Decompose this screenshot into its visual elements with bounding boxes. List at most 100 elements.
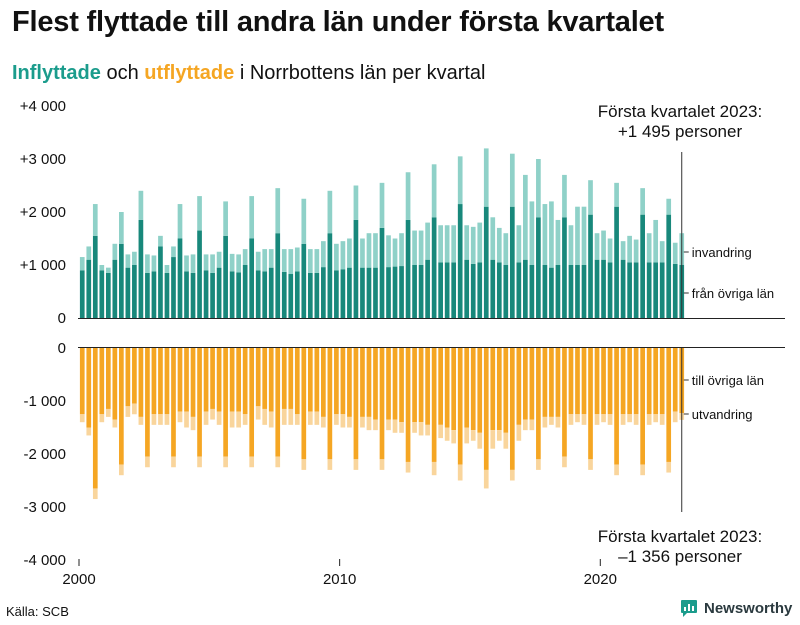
bar-fran-ovriga-lan (132, 265, 137, 318)
bar-till-ovriga-lan (659, 348, 665, 415)
bar-till-ovriga-lan (620, 348, 626, 415)
bar-till-ovriga-lan (379, 348, 385, 460)
bar-invandring (294, 247, 300, 272)
bar-fran-ovriga-lan (568, 265, 574, 318)
bar-utvandring (301, 459, 307, 470)
bar-till-ovriga-lan (210, 348, 215, 409)
bar-invandring (262, 249, 268, 272)
bar-fran-ovriga-lan (125, 267, 131, 318)
bar-till-ovriga-lan (347, 348, 352, 417)
bar-till-ovriga-lan (431, 348, 437, 462)
bar-till-ovriga-lan (529, 348, 535, 420)
bar-invandring (562, 174, 567, 218)
bar-utvandring (483, 469, 489, 489)
bar-utvandring (132, 403, 137, 415)
bar-till-ovriga-lan (516, 348, 522, 425)
series-label: till övriga län (692, 373, 764, 388)
bar-fran-ovriga-lan (105, 272, 111, 318)
bar-fran-ovriga-lan (236, 272, 241, 318)
bar-till-ovriga-lan (418, 348, 424, 423)
bar-fran-ovriga-lan (112, 259, 118, 318)
bar-fran-ovriga-lan (666, 214, 672, 318)
bar-utvandring (659, 414, 665, 425)
bar-fran-ovriga-lan (536, 217, 541, 318)
bar-fran-ovriga-lan (555, 265, 561, 318)
bar-utvandring (373, 419, 378, 431)
bar-utvandring (614, 464, 619, 476)
bar-fran-ovriga-lan (509, 206, 515, 318)
bar-utvandring (653, 414, 659, 423)
bar-invandring (386, 235, 391, 268)
bar-utvandring (412, 422, 417, 433)
subtitle-utflyttade: utflyttade (144, 62, 235, 84)
bar-utvandring (92, 488, 98, 500)
bar-till-ovriga-lan (672, 348, 678, 412)
bar-utvandring (601, 414, 606, 423)
bar-till-ovriga-lan (360, 348, 365, 417)
bar-till-ovriga-lan (294, 348, 300, 415)
bar-utvandring (542, 416, 548, 428)
bar-till-ovriga-lan (119, 348, 124, 465)
bar-invandring (190, 254, 196, 273)
bar-till-ovriga-lan (646, 348, 652, 415)
bar-till-ovriga-lan (509, 348, 515, 470)
bar-fran-ovriga-lan (268, 267, 274, 318)
bar-invandring (164, 265, 170, 273)
bar-invandring (197, 196, 202, 231)
bar-utvandring (470, 430, 476, 441)
bar-fran-ovriga-lan (184, 271, 189, 318)
bar-till-ovriga-lan (262, 348, 268, 409)
bar-invandring (640, 188, 645, 215)
bar-till-ovriga-lan (536, 348, 541, 460)
bar-utvandring (171, 456, 176, 468)
bar-invandring (105, 267, 111, 273)
bar-fran-ovriga-lan (529, 265, 535, 318)
bar-fran-ovriga-lan (496, 262, 502, 318)
bar-fran-ovriga-lan (216, 267, 222, 318)
bar-utvandring (633, 414, 639, 425)
bar-utvandring (594, 414, 600, 425)
y-tick-label: -1 000 (23, 393, 66, 410)
bar-utvandring (197, 456, 202, 468)
bar-utvandring (379, 459, 385, 470)
bar-till-ovriga-lan (457, 348, 463, 465)
bar-fran-ovriga-lan (477, 262, 483, 318)
bar-invandring (99, 265, 105, 271)
bar-invandring (477, 222, 483, 263)
bar-fran-ovriga-lan (373, 267, 378, 318)
bar-invandring (288, 249, 294, 275)
bar-utvandring (399, 422, 404, 433)
bar-till-ovriga-lan (340, 348, 346, 415)
bar-utvandring (464, 427, 470, 444)
bar-utvandring (509, 469, 515, 481)
bar-till-ovriga-lan (366, 348, 372, 417)
bar-invandring (347, 238, 352, 268)
bar-till-ovriga-lan (601, 348, 606, 415)
bar-utvandring (236, 411, 241, 428)
bar-till-ovriga-lan (92, 348, 98, 489)
bar-till-ovriga-lan (190, 348, 196, 417)
bar-utvandring (588, 459, 593, 470)
bar-fran-ovriga-lan (425, 259, 430, 318)
y-tick-label: +2 000 (20, 204, 66, 221)
bar-utvandring (321, 416, 326, 428)
bar-utvandring (575, 414, 580, 423)
source-note: Källa: SCB (6, 604, 69, 619)
bar-utvandring (646, 414, 652, 425)
bar-fran-ovriga-lan (158, 246, 163, 318)
bar-till-ovriga-lan (158, 348, 163, 415)
bar-till-ovriga-lan (184, 348, 189, 412)
bar-till-ovriga-lan (132, 348, 137, 404)
bar-invandring (229, 253, 235, 272)
bar-fran-ovriga-lan (594, 259, 600, 318)
bar-fran-ovriga-lan (92, 235, 98, 318)
bar-invandring (516, 225, 522, 263)
bar-invandring (405, 172, 411, 220)
bar-utvandring (275, 456, 281, 468)
bar-till-ovriga-lan (86, 348, 92, 428)
y-tick-label: 0 (58, 310, 66, 327)
bar-invandring (125, 254, 131, 268)
bar-fran-ovriga-lan (620, 259, 626, 318)
bar-invandring (425, 222, 430, 260)
